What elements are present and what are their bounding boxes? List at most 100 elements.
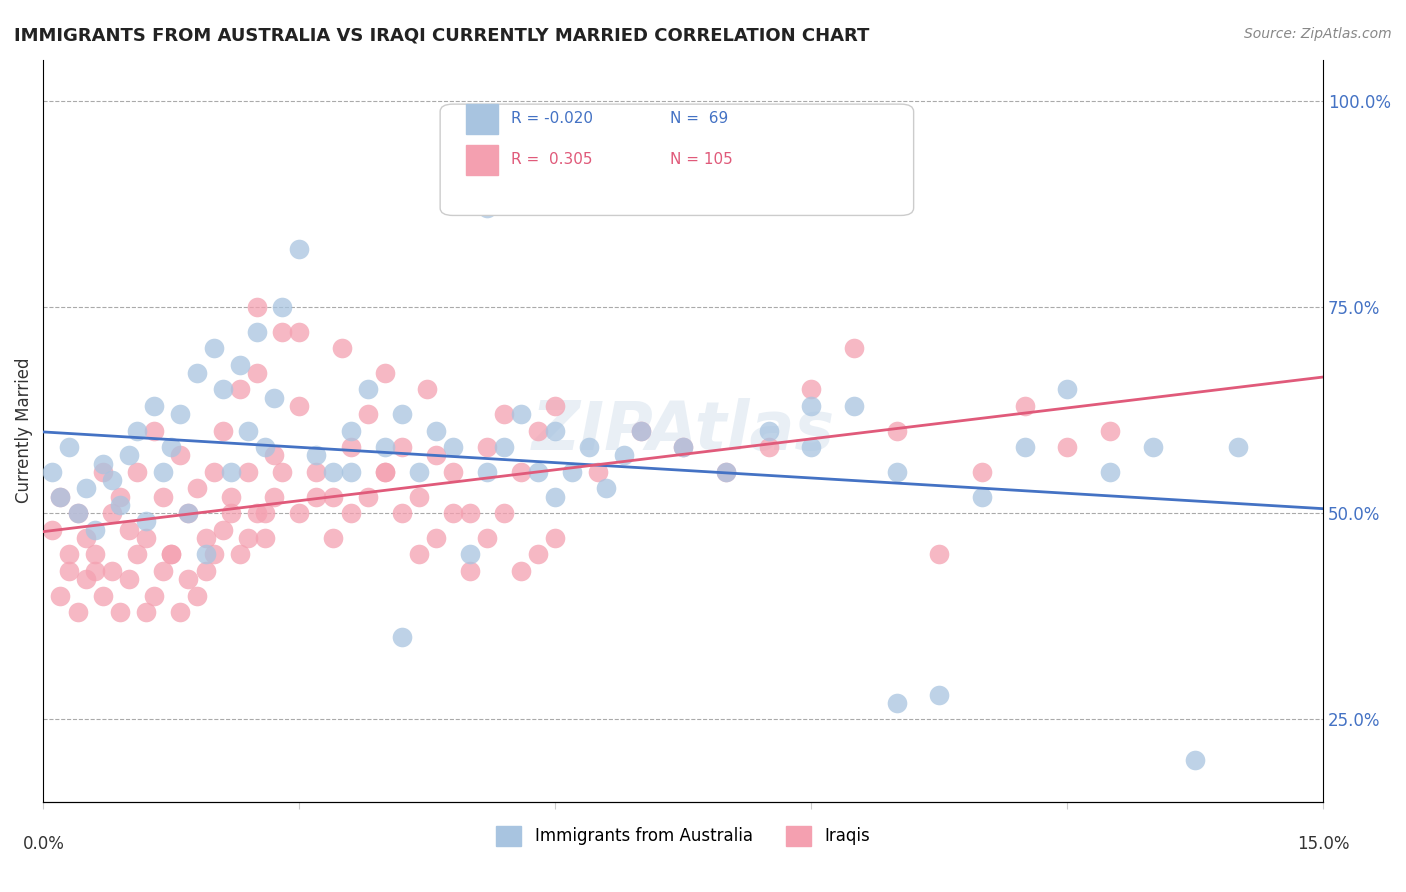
Point: [127, 424, 149, 438]
Point: [75, 572, 97, 586]
Point: [714, 465, 737, 479]
Point: [475, 531, 498, 545]
Point: [886, 696, 908, 710]
Point: [408, 490, 430, 504]
Point: [152, 564, 174, 578]
Point: [391, 440, 413, 454]
Point: [58, 564, 80, 578]
Point: [66, 506, 89, 520]
Point: [886, 424, 908, 438]
Point: [49, 490, 72, 504]
Text: N = 105: N = 105: [671, 153, 734, 168]
Point: [441, 465, 464, 479]
Point: [374, 465, 396, 479]
Point: [202, 341, 225, 355]
Point: [928, 688, 950, 702]
Point: [143, 589, 166, 603]
Point: [1184, 754, 1206, 768]
Legend: Immigrants from Australia, Iraqis: Immigrants from Australia, Iraqis: [489, 819, 877, 853]
Point: [228, 547, 250, 561]
Point: [1226, 440, 1249, 454]
Point: [441, 506, 464, 520]
Point: [595, 482, 617, 496]
Point: [263, 391, 285, 405]
Point: [202, 547, 225, 561]
Point: [527, 547, 550, 561]
Point: [169, 449, 191, 463]
Point: [458, 547, 481, 561]
FancyBboxPatch shape: [440, 104, 914, 216]
Point: [374, 440, 396, 454]
Point: [100, 564, 122, 578]
Point: [41, 523, 63, 537]
Point: [672, 440, 695, 454]
Point: [152, 490, 174, 504]
Point: [100, 506, 122, 520]
Text: ZIPAtlas: ZIPAtlas: [531, 398, 835, 464]
Point: [1014, 399, 1036, 413]
Text: IMMIGRANTS FROM AUSTRALIA VS IRAQI CURRENTLY MARRIED CORRELATION CHART: IMMIGRANTS FROM AUSTRALIA VS IRAQI CURRE…: [14, 27, 869, 45]
Point: [143, 424, 166, 438]
Point: [527, 424, 550, 438]
Point: [177, 506, 200, 520]
Point: [527, 465, 550, 479]
Point: [83, 547, 105, 561]
Point: [160, 440, 183, 454]
Point: [800, 399, 823, 413]
Point: [118, 572, 141, 586]
Point: [672, 440, 695, 454]
Point: [800, 383, 823, 397]
Point: [211, 383, 233, 397]
Point: [83, 564, 105, 578]
Text: R =  0.305: R = 0.305: [510, 153, 592, 168]
FancyBboxPatch shape: [465, 145, 498, 175]
Point: [254, 531, 277, 545]
Point: [127, 547, 149, 561]
Point: [177, 572, 200, 586]
Point: [510, 407, 533, 421]
Point: [100, 473, 122, 487]
Point: [630, 424, 652, 438]
Point: [254, 506, 277, 520]
Point: [758, 440, 780, 454]
Text: Source: ZipAtlas.com: Source: ZipAtlas.com: [1244, 27, 1392, 41]
Point: [135, 605, 157, 619]
Point: [271, 325, 294, 339]
Point: [391, 506, 413, 520]
Point: [75, 482, 97, 496]
Point: [494, 407, 516, 421]
Point: [228, 383, 250, 397]
Point: [271, 300, 294, 314]
Point: [194, 531, 217, 545]
Point: [1056, 440, 1078, 454]
Point: [143, 399, 166, 413]
Point: [408, 547, 430, 561]
Point: [219, 490, 242, 504]
Point: [339, 440, 361, 454]
Point: [186, 482, 208, 496]
Point: [108, 498, 131, 512]
Point: [49, 490, 72, 504]
Point: [758, 424, 780, 438]
Point: [544, 531, 567, 545]
Point: [219, 506, 242, 520]
Text: R = -0.020: R = -0.020: [510, 112, 592, 127]
Point: [211, 424, 233, 438]
Point: [1014, 440, 1036, 454]
Point: [970, 465, 993, 479]
Point: [169, 407, 191, 421]
Point: [544, 399, 567, 413]
Point: [254, 440, 277, 454]
Text: 15.0%: 15.0%: [1296, 835, 1350, 853]
Point: [544, 424, 567, 438]
Point: [339, 506, 361, 520]
Point: [202, 465, 225, 479]
Point: [127, 465, 149, 479]
Point: [186, 589, 208, 603]
Point: [441, 440, 464, 454]
Point: [970, 490, 993, 504]
Point: [586, 465, 609, 479]
Point: [510, 465, 533, 479]
Point: [186, 366, 208, 380]
Point: [416, 383, 439, 397]
